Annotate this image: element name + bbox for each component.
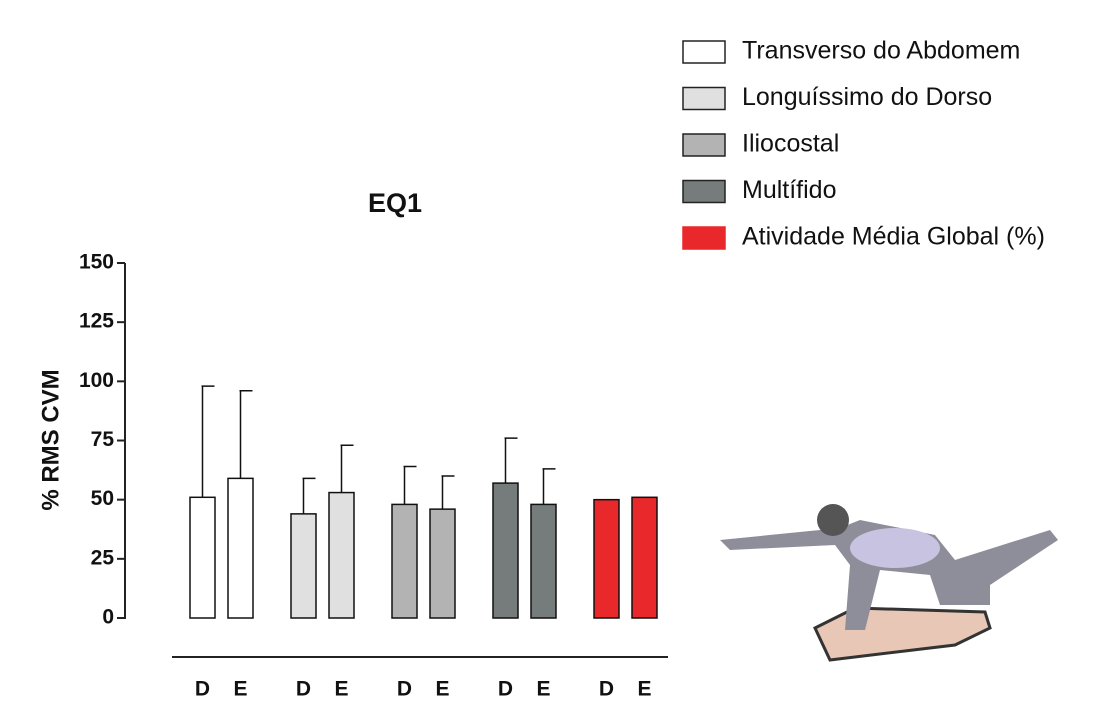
bar [228,478,253,618]
error-bar [404,467,417,505]
x-tick-label: E [435,678,449,701]
bar [632,497,657,618]
bar [430,509,455,618]
legend-swatch [683,88,725,110]
bar [493,483,518,618]
bar [291,514,316,618]
y-tick-label: 125 [79,310,114,333]
x-tick-label: E [233,678,247,701]
exercise-figure [720,504,1058,660]
legend-swatch [683,181,725,203]
error-bar [341,445,354,492]
chart-title: EQ1 [368,188,422,218]
bar [392,504,417,618]
y-tick-label: 50 [91,487,114,510]
x-tick-label: E [637,678,651,701]
x-tick-label: D [599,678,614,701]
legend-label: Iliocostal [742,130,839,158]
x-tick-label: D [296,678,311,701]
bar [531,504,556,618]
legend-swatch [683,41,725,63]
y-tick-label: 25 [91,546,115,569]
x-tick-label: E [334,678,348,701]
x-tick-label: D [397,678,412,701]
x-tick-label: E [536,678,550,701]
y-axis-label: % RMS CVM [37,369,64,510]
legend-label: Atividade Média Global (%) [742,223,1045,251]
error-bar [543,469,556,505]
bar [190,497,215,618]
legend-swatch [683,134,725,156]
legend-label: Multífido [742,176,836,204]
error-bar [240,391,253,479]
legend-label: Longuíssimo do Dorso [742,83,992,111]
error-bar [202,386,215,497]
error-bar [442,476,455,509]
bar [594,500,619,618]
legend-label: Transverso do Abdomem [742,37,1020,65]
legend-swatch [683,227,725,249]
y-tick-label: 150 [79,251,114,274]
error-bar [303,478,316,513]
y-tick-label: 75 [91,428,115,451]
y-tick-label: 100 [79,369,114,392]
chart: EQ1 % RMS CVM 0255075100125150DETransver… [0,0,1101,720]
y-tick-label: 0 [102,606,114,629]
error-bar [505,438,518,483]
x-tick-label: D [498,678,513,701]
x-tick-label: D [195,678,210,701]
bar [329,493,354,618]
